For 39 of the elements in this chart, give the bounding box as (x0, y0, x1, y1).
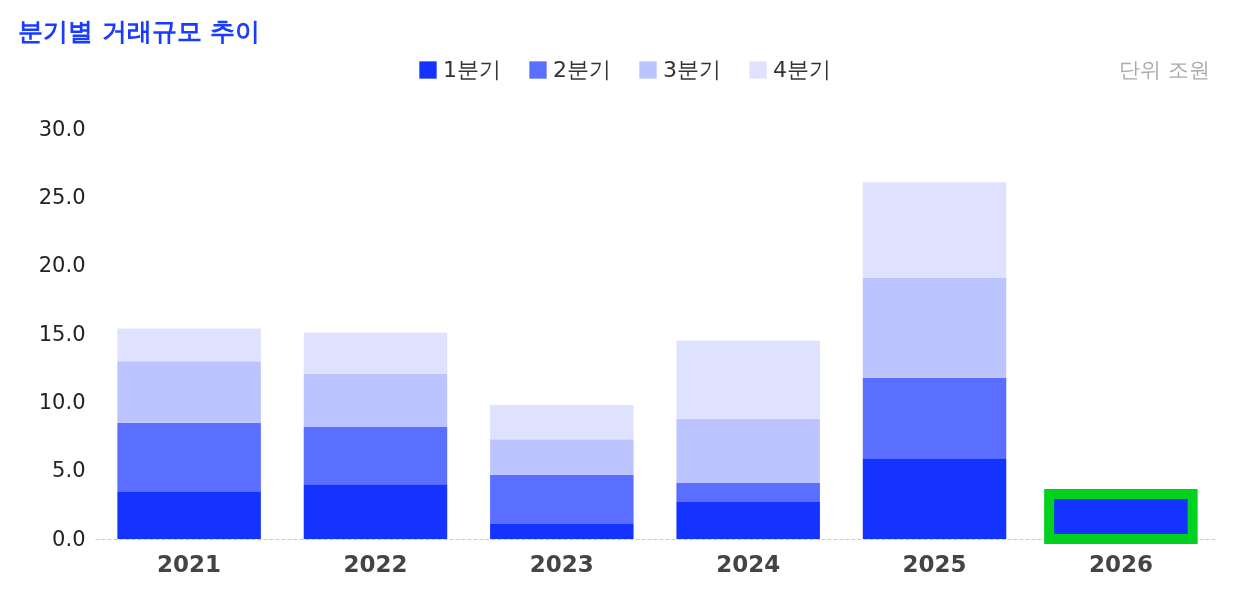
legend-label: 3분기 (663, 57, 721, 82)
text: 단위 조원 (1119, 58, 1210, 82)
legend-label: 2분기 (553, 57, 611, 82)
chart-title: 분기별 거래규모 추이 (18, 17, 261, 46)
bar (303, 426, 448, 485)
x-tick-label: 2025 (902, 550, 967, 577)
bar (490, 405, 634, 440)
y-tick-label: 15.0 (38, 321, 86, 346)
bar (676, 418, 820, 483)
bar (303, 484, 448, 539)
bar (303, 332, 448, 374)
x-tick-label: 2021 (157, 550, 222, 577)
x-tick-label: 2023 (529, 550, 594, 577)
bar (862, 458, 1007, 539)
y-tick-label: 20.0 (38, 253, 86, 278)
bar (117, 422, 261, 492)
y-tick-label: 5.0 (52, 458, 86, 483)
y-tick-label: 25.0 (38, 184, 86, 209)
bar (490, 474, 634, 524)
bar (676, 340, 820, 419)
bar (676, 482, 820, 503)
bar (490, 523, 634, 539)
y-tick-label: 0.0 (52, 526, 86, 551)
bar (862, 182, 1007, 278)
bar (117, 491, 261, 539)
legend-label: 4분기 (773, 57, 831, 82)
bar (117, 361, 261, 423)
bar (676, 502, 820, 539)
bar (117, 328, 261, 362)
y-tick-label: 30.0 (38, 116, 86, 141)
legend-label: 1분기 (443, 57, 501, 82)
bar (303, 373, 448, 427)
bar (490, 439, 634, 475)
bar (862, 277, 1007, 378)
bar (862, 377, 1007, 459)
x-tick-label: 2026 (1088, 550, 1153, 577)
y-tick-label: 10.0 (38, 389, 86, 414)
x-tick-label: 2024 (716, 550, 781, 577)
x-tick-label: 2022 (343, 550, 408, 577)
